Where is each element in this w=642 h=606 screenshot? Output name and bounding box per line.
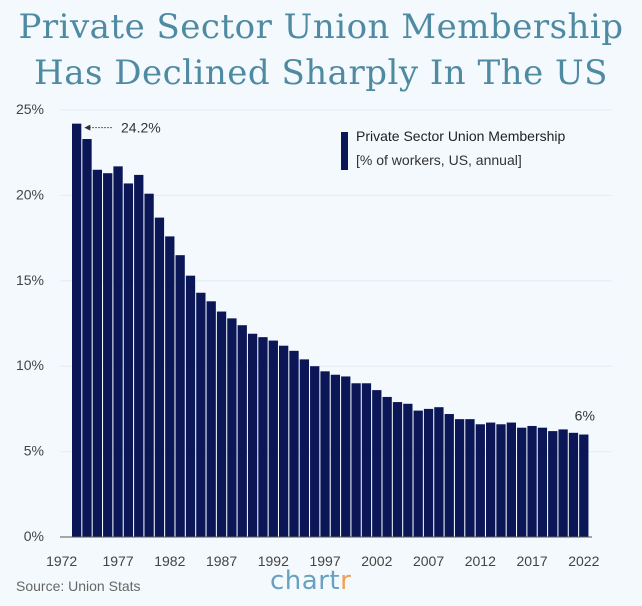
- chart-title-line-1: Private Sector Union Membership: [18, 7, 624, 47]
- bar: [413, 410, 423, 537]
- x-tick-label: 1997: [309, 553, 340, 569]
- bar: [258, 337, 268, 537]
- bar: [310, 366, 320, 537]
- bar: [185, 275, 196, 537]
- bar: [579, 434, 589, 537]
- bar: [320, 371, 330, 537]
- bar: [465, 419, 475, 537]
- x-tick-label: 1987: [206, 553, 237, 569]
- bar: [113, 166, 123, 537]
- bar: [341, 376, 351, 537]
- bar: [517, 427, 527, 537]
- bar: [382, 396, 392, 537]
- y-tick-label: 5%: [24, 443, 44, 459]
- legend-swatch: [341, 132, 348, 170]
- bar: [237, 325, 247, 537]
- bar: [330, 374, 341, 537]
- x-tick-label: 2017: [516, 553, 547, 569]
- bar: [475, 424, 485, 537]
- bar: [423, 408, 434, 537]
- x-tick-label: 1977: [102, 553, 133, 569]
- bar: [279, 345, 289, 537]
- bar: [548, 431, 558, 537]
- legend-title: Private Sector Union Membership: [356, 128, 566, 144]
- x-tick-label: 2012: [465, 553, 496, 569]
- brand-logo: chartr: [270, 566, 351, 596]
- bar: [568, 432, 579, 537]
- bar: [206, 301, 216, 537]
- annotation-arrow-head: [84, 124, 91, 131]
- source-note: Source: Union Stats: [16, 578, 141, 594]
- bar: [527, 425, 537, 537]
- x-tick-label: 1992: [258, 553, 289, 569]
- bar: [144, 193, 154, 537]
- bar: [486, 422, 496, 537]
- bar: [403, 403, 413, 537]
- bar: [82, 139, 92, 537]
- bar: [92, 169, 102, 537]
- bar: [196, 292, 206, 537]
- bar: [351, 383, 361, 537]
- bar: [506, 422, 516, 537]
- bar: [454, 419, 465, 537]
- bar: [496, 424, 506, 537]
- y-tick-label: 25%: [16, 101, 44, 117]
- y-tick-label: 15%: [16, 272, 44, 288]
- brand-logo-main: chart: [270, 566, 341, 596]
- bar: [299, 359, 309, 537]
- bar: [175, 255, 185, 537]
- x-tick-label: 2002: [361, 553, 392, 569]
- chart-title-line-2: Has Declined Sharply In The US: [34, 53, 608, 93]
- bar: [268, 340, 278, 537]
- bar: [434, 407, 444, 537]
- bar: [289, 350, 299, 537]
- bar: [372, 390, 382, 537]
- bar: [216, 311, 227, 537]
- bar: [247, 333, 258, 537]
- bar: [103, 173, 113, 538]
- chart-title: Private Sector Union Membership Has Decl…: [0, 4, 642, 96]
- bar: [134, 174, 144, 538]
- bar: [392, 402, 403, 537]
- x-tick-label: 1972: [46, 553, 77, 569]
- y-tick-label: 20%: [16, 186, 44, 202]
- bar: [165, 236, 175, 537]
- x-tick-label: 2007: [413, 553, 444, 569]
- bar: [537, 427, 548, 537]
- y-tick-label: 0%: [24, 528, 44, 544]
- bar: [72, 123, 82, 537]
- bar: [123, 183, 134, 537]
- bar: [361, 383, 372, 537]
- bar: [558, 429, 568, 537]
- x-tick-label: 2022: [568, 553, 599, 569]
- annotation-label: 24.2%: [121, 120, 161, 136]
- annotation-label: 6%: [575, 408, 595, 424]
- brand-logo-accent: r: [340, 566, 352, 596]
- y-tick-label: 10%: [16, 357, 44, 373]
- x-tick-label: 1982: [154, 553, 185, 569]
- legend-subtitle: [% of workers, US, annual]: [356, 152, 522, 168]
- bar: [227, 318, 237, 537]
- bar: [154, 217, 165, 537]
- bar: [444, 414, 454, 537]
